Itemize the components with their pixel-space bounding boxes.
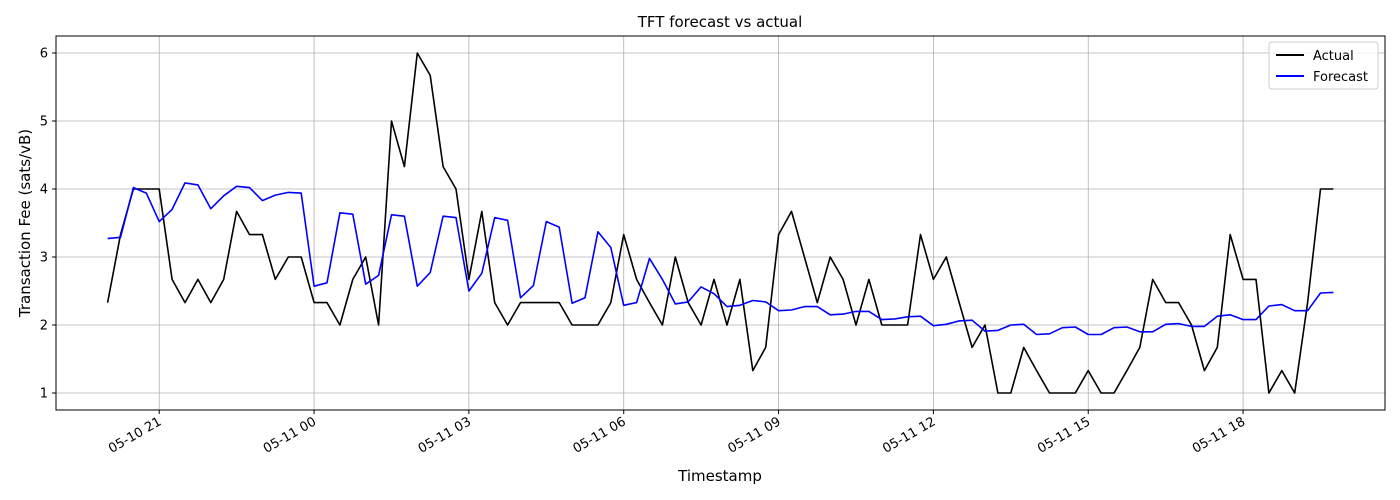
x-tick-label: 05-11 03: [416, 414, 474, 456]
legend-label-forecast: Forecast: [1313, 70, 1368, 85]
x-tick-label: 05-11 12: [880, 414, 938, 456]
series-line-actual: [106, 52, 1334, 394]
chart-title: TFT forecast vs actual: [637, 13, 803, 31]
legend: Actual Forecast: [1268, 41, 1379, 90]
y-tick-label: 5: [40, 115, 48, 130]
y-tick-label: 2: [40, 319, 48, 334]
y-axis-ticks: 1 2 3 4 5 6: [40, 47, 56, 402]
legend-label-actual: Actual: [1313, 49, 1354, 64]
y-tick-label: 3: [40, 251, 48, 266]
y-axis-title: Transaction Fee (sats/vB): [16, 129, 34, 318]
y-tick-label: 4: [40, 183, 48, 198]
x-tick-label: 05-11 18: [1190, 414, 1248, 456]
legend-box: [1268, 41, 1379, 90]
y-tick-label: 1: [40, 387, 48, 402]
x-tick-label: 05-11 09: [725, 414, 783, 456]
x-axis-ticks: 05-10 21 05-11 00 05-11 03 05-11 06 05-11 09…: [106, 410, 1248, 457]
plot-area-frame: [55, 35, 1386, 411]
series-lines: [106, 52, 1334, 394]
x-tick-label: 05-11 00: [261, 414, 319, 456]
x-tick-label: 05-10 21: [106, 414, 164, 456]
grid-lines: [56, 36, 1385, 410]
series-line-forecast: [107, 182, 1334, 336]
y-tick-label: 6: [40, 47, 48, 62]
x-tick-label: 05-11 15: [1035, 414, 1093, 456]
x-tick-label: 05-11 06: [571, 414, 629, 456]
x-axis-title: Timestamp: [677, 467, 762, 485]
